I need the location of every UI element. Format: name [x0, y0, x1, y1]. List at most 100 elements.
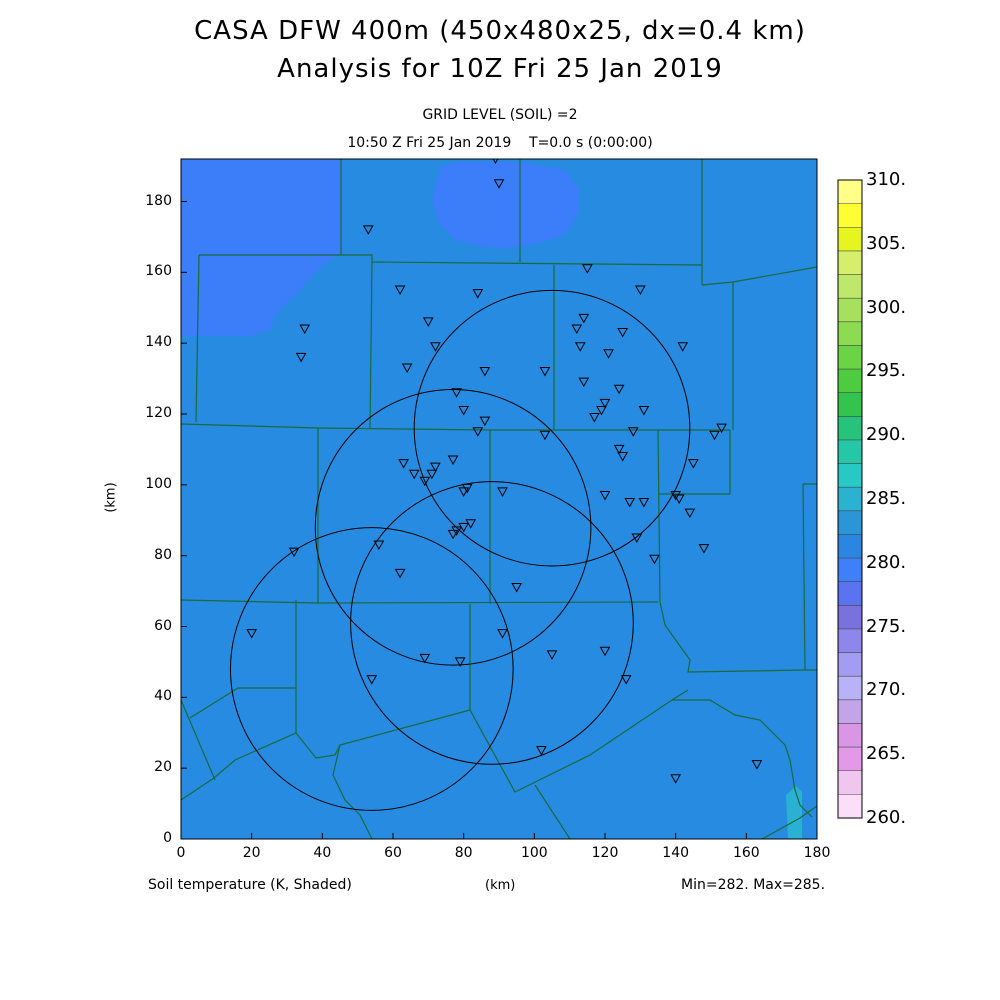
station-marker	[684, 508, 696, 519]
colorbar-label: 310.	[866, 169, 907, 190]
station-marker	[546, 650, 558, 660]
radar-ring-3	[350, 481, 634, 765]
station-marker	[299, 324, 311, 335]
x-axis-unit-label: (km)	[485, 878, 516, 893]
x-tick-label: 120	[591, 845, 619, 861]
station-marker	[709, 430, 720, 441]
station-marker	[472, 289, 484, 299]
station-marker	[536, 745, 547, 756]
station-marker	[426, 469, 438, 480]
colorbar-swatch	[838, 274, 862, 299]
station-marker	[454, 657, 466, 667]
title-line-1: CASA DFW 400m (450x480x25, dx=0.4 km)	[194, 16, 806, 46]
colorbar-swatch	[838, 747, 862, 772]
x-tick-label: 40	[313, 845, 332, 861]
colorbar-swatch	[838, 321, 862, 346]
colorbar-swatch	[838, 298, 862, 323]
x-tick-label: 100	[520, 845, 548, 861]
warm-spot-southeast	[786, 786, 802, 839]
station-marker	[511, 583, 523, 593]
x-tick-label: 60	[384, 845, 402, 861]
colorbar-swatch	[838, 392, 862, 417]
y-tick-label: 100	[145, 475, 172, 492]
colorbar-label: 270.	[866, 679, 907, 701]
station-marker	[366, 675, 378, 685]
station-marker	[631, 533, 643, 543]
y-tick-label: 80	[154, 546, 172, 563]
colorbar-swatch	[838, 652, 862, 677]
colorbar-swatch	[838, 180, 862, 205]
county-boundaries	[181, 159, 817, 839]
x-tick-label: 0	[176, 845, 186, 861]
colorbar	[837, 179, 863, 819]
station-marker	[394, 568, 406, 579]
station-marker	[624, 498, 636, 508]
station-marker	[599, 398, 611, 409]
station-marker	[599, 490, 611, 501]
colorbar-swatch	[838, 510, 862, 535]
station-marker	[620, 675, 632, 685]
station-marker	[401, 363, 413, 373]
colorbar-swatch	[838, 699, 862, 724]
station-marker	[246, 629, 258, 639]
station-marker	[716, 423, 727, 434]
station-marker	[649, 554, 660, 565]
station-marker	[751, 760, 763, 770]
station-marker	[627, 427, 639, 437]
station-marker	[458, 487, 470, 497]
station-marker	[677, 342, 689, 352]
colorbar-swatch	[838, 581, 862, 606]
y-tick-label: 120	[145, 405, 172, 421]
valid-time-label: 10:50 Z Fri 25 Jan 2019 T=0.0 s (0:00:00…	[347, 135, 653, 151]
x-tick-label: 140	[662, 845, 690, 861]
colorbar-swatch	[838, 369, 862, 394]
station-marker	[497, 487, 508, 497]
colorbar-swatch	[838, 439, 862, 465]
station-marker	[687, 459, 699, 469]
colorbar-swatch	[838, 676, 862, 701]
station-marker	[613, 444, 625, 455]
y-tick-label: 20	[154, 759, 172, 776]
station-marker	[578, 377, 590, 388]
station-marker	[599, 646, 611, 657]
station-marker	[574, 342, 586, 352]
station-marker	[638, 405, 650, 416]
radar-ring-1	[413, 289, 691, 567]
colorbar-label: 295.	[866, 360, 907, 382]
y-tick-label: 60	[154, 617, 172, 634]
station-marker	[430, 342, 441, 352]
colorbar-frame	[837, 179, 863, 819]
station-marker	[603, 349, 614, 359]
colorbar-label: 260.	[866, 807, 907, 828]
station-marker	[479, 367, 491, 377]
station-marker	[589, 413, 600, 423]
min-max-label: Min=282. Max=285.	[681, 877, 826, 893]
colorbar-label: 290.	[866, 424, 907, 446]
station-marker	[422, 317, 434, 327]
colorbar-swatch	[838, 723, 862, 748]
colorbar-swatch	[838, 628, 862, 654]
y-tick-label: 160	[145, 263, 172, 280]
colorbar-swatch	[838, 416, 862, 441]
y-tick-label: 180	[145, 192, 172, 209]
station-marker	[472, 427, 484, 437]
colorbar-label: 300.	[866, 296, 907, 318]
grid-level-label: GRID LEVEL (SOIL) =2	[422, 107, 578, 123]
station-marker	[288, 547, 300, 558]
station-marker	[634, 285, 646, 296]
y-tick-label: 40	[154, 688, 172, 705]
observation-stations	[246, 159, 763, 784]
colorbar-swatch	[838, 605, 862, 630]
station-marker	[458, 405, 470, 416]
station-marker	[394, 285, 406, 296]
colorbar-swatch	[838, 227, 862, 252]
station-marker	[578, 313, 590, 324]
station-marker	[539, 430, 551, 441]
station-marker	[458, 522, 470, 533]
station-marker	[479, 416, 491, 427]
colorbar-swatch	[838, 345, 862, 370]
colorbar-swatch	[838, 250, 862, 276]
station-marker	[398, 459, 409, 469]
colorbar-label: 285.	[866, 488, 907, 509]
